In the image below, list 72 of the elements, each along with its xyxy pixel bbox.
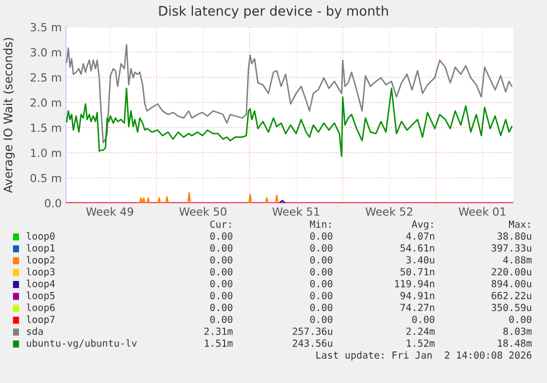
text: 0.00 [310, 316, 332, 324]
x-tick-label: Week 49 [86, 207, 134, 216]
text: Min: [310, 220, 331, 228]
text: 0.00 [310, 292, 332, 300]
text: 894.00u [492, 280, 532, 288]
y-tick-label: 3.0 m [30, 48, 61, 57]
y-tick-label: 1.5 m [31, 124, 61, 132]
legend-label: loop3 [26, 268, 55, 278]
line-series [66, 44, 512, 144]
text: 257.36u [292, 328, 332, 335]
text: 243.56u [292, 339, 332, 347]
text: Cur: [210, 220, 231, 228]
text: 4.88m [503, 256, 532, 264]
text: 350.59u [492, 304, 532, 312]
legend-label: loop7 [26, 315, 55, 325]
text: 74.27n [400, 304, 434, 312]
y-tick-label: 3.5 m [30, 22, 61, 32]
text: 0.00 [310, 232, 332, 240]
text: 18.48m [498, 339, 532, 347]
y-axis-title: Average IO Wait (seconds) [3, 38, 15, 193]
text: 119.94n [395, 280, 434, 288]
legend-label: loop6 [26, 304, 55, 314]
text: 0.00 [210, 268, 232, 276]
text: 662.22u [492, 292, 532, 300]
text: 1.52m [406, 339, 435, 347]
text: 0.00 [210, 256, 232, 264]
text: 0.00 [210, 244, 232, 252]
legend-label: loop0 [26, 232, 55, 242]
text: 3.40u [406, 256, 434, 264]
legend-label: loop5 [26, 292, 54, 302]
text: 220.00u [492, 268, 532, 276]
text: 1.51m [204, 340, 233, 347]
y-tick-label: 2.0 m [30, 98, 61, 107]
x-tick-label: Week 52 [366, 207, 412, 216]
chart-title: Disk latency per device - by month [159, 6, 388, 18]
legend-label: loop4 [26, 280, 55, 290]
text: 2.24m [406, 328, 435, 335]
x-tick-label: Week 01 [458, 207, 506, 216]
y-tick-label: 0.0 [44, 198, 62, 208]
text: 0.00 [310, 280, 332, 288]
text: 0.00 [310, 304, 332, 312]
text: 38.80u [498, 232, 532, 240]
text: Last update: Fri Jan 2 14:00:08 2026 [316, 351, 532, 361]
y-tick-label: 1.0 m [31, 148, 61, 158]
text: 0.00 [210, 280, 232, 288]
text: 94.91n [400, 292, 434, 300]
text: 0.00 [310, 256, 332, 264]
legend-label: ubuntu-vg/ubuntu-lv [26, 339, 137, 349]
text: Max: [508, 220, 530, 228]
x-tick-label: Week 50 [179, 207, 226, 216]
legend-label: loop2 [26, 256, 54, 266]
x-tick-label: Week 51 [272, 207, 320, 216]
text: 50.71n [400, 268, 434, 276]
text: 8.03m [503, 328, 532, 335]
text: 0.00 [412, 316, 434, 324]
text: 54.61n [400, 244, 434, 252]
text: 4.07n [406, 232, 434, 240]
y-tick-label: 0.5 m [30, 174, 61, 182]
text: Avg: [412, 220, 433, 230]
y-tick-label: 2.5 m [30, 73, 61, 82]
text: 397.33u [492, 244, 532, 252]
text: 0.00 [210, 316, 232, 324]
text: 0.00 [210, 232, 232, 240]
text: 0.00 [509, 316, 532, 324]
text: 0.00 [210, 292, 232, 300]
text: 0.00 [310, 268, 332, 276]
text: 0.00 [210, 304, 232, 312]
legend-label: loop1 [26, 244, 55, 254]
line-series [66, 88, 512, 157]
legend-label: sda [27, 327, 43, 335]
text: 2.31m [204, 328, 233, 335]
text: 0.00 [310, 244, 332, 252]
